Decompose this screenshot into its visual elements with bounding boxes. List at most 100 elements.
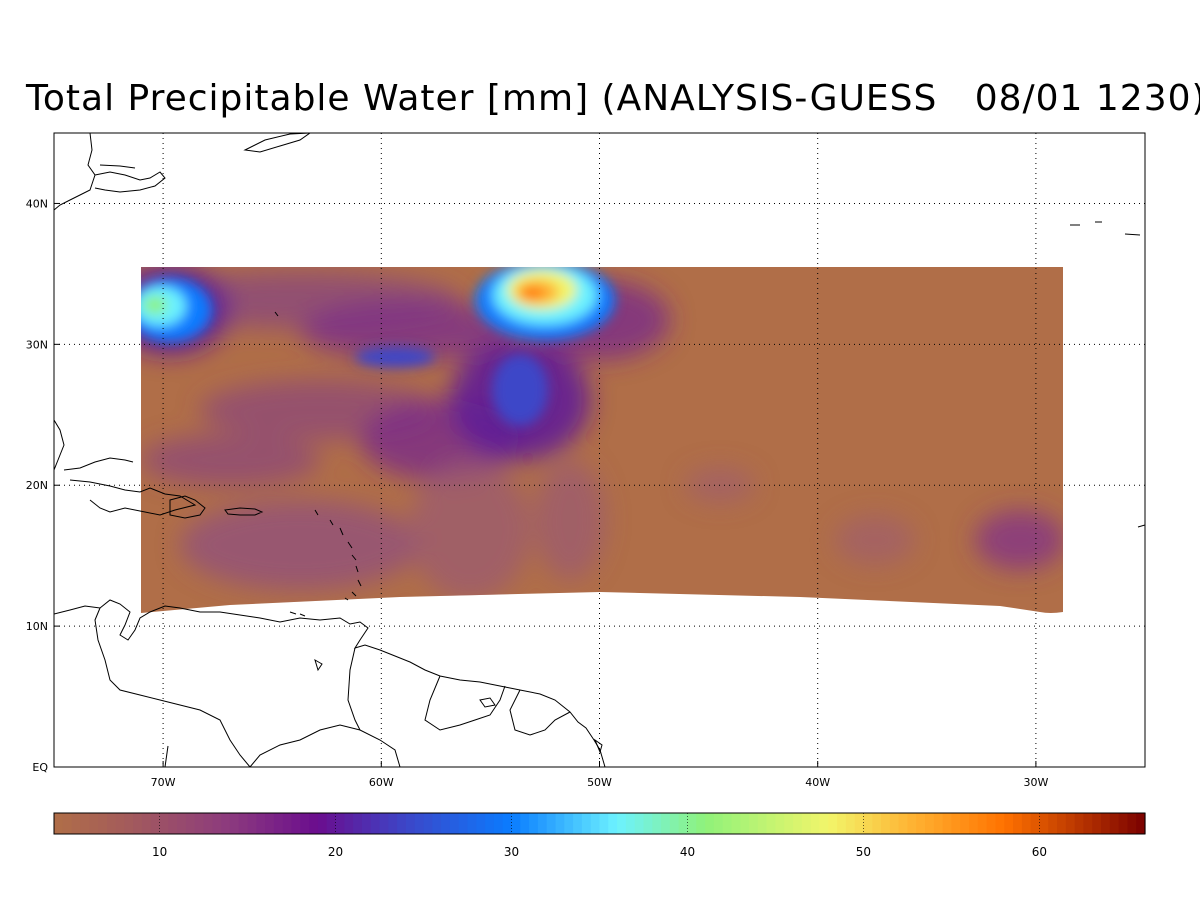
colorbar-segment xyxy=(273,813,284,834)
colorbar-segment xyxy=(705,813,715,834)
lon-tick-label: 40W xyxy=(805,776,830,789)
lon-tick-label: 60W xyxy=(369,776,394,789)
colorbar-tick-label: 10 xyxy=(152,845,167,859)
colorbar-segment xyxy=(863,813,873,834)
colorbar-segment xyxy=(643,813,653,834)
colorbar-segment xyxy=(1030,813,1041,834)
colorbar-segment xyxy=(133,813,143,834)
colorbar-segment xyxy=(969,813,979,834)
colorbar-segment xyxy=(537,813,548,834)
colorbar-segment xyxy=(520,813,530,834)
colorbar-segment xyxy=(1013,813,1023,834)
colorbar-segment xyxy=(881,813,891,834)
colorbar-segment xyxy=(159,813,169,834)
colorbar-segment xyxy=(1109,813,1120,834)
lat-tick-label: 30N xyxy=(26,338,48,351)
colorbar-segment xyxy=(1101,813,1111,834)
colorbar-segment xyxy=(1127,813,1137,834)
colorbar-segment xyxy=(168,813,178,834)
colorbar-segment xyxy=(757,813,768,834)
colorbar-segment xyxy=(1057,813,1067,834)
colorbar-segment xyxy=(1048,813,1058,834)
map-title: Total Precipitable Water [mm] (ANALYSIS-… xyxy=(26,78,1200,119)
colorbar-segment xyxy=(1065,813,1076,834)
colorbar-segment xyxy=(185,813,196,834)
colorbar-segment xyxy=(960,813,970,834)
colorbar-segment xyxy=(397,813,407,834)
colorbar-segment xyxy=(599,813,609,834)
colorbar-segment xyxy=(713,813,724,834)
colorbar-segment xyxy=(423,813,433,834)
colorbar-segment xyxy=(889,813,900,834)
colorbar-segment xyxy=(687,813,697,834)
colorbar-labels: 10 20 30 40 50 60 xyxy=(152,813,1047,859)
colorbar-segment xyxy=(256,813,266,834)
colorbar-segment xyxy=(837,813,847,834)
colorbar-segment xyxy=(97,813,108,834)
colorbar-segment xyxy=(546,813,557,834)
gridlines xyxy=(54,133,1145,768)
longitude-axis: 70W 60W 50W 40W 30W xyxy=(151,776,1049,789)
colorbar-segment xyxy=(1021,813,1032,834)
colorbar-segment xyxy=(344,813,354,834)
colorbar-segment xyxy=(634,813,645,834)
colorbar-segment xyxy=(722,813,733,834)
coastlines xyxy=(54,133,1145,767)
colorbar-segment xyxy=(590,813,601,834)
colorbar-segment xyxy=(511,813,521,834)
colorbar-tick-label: 50 xyxy=(856,845,871,859)
colorbar-segment xyxy=(581,813,592,834)
colorbar-segment xyxy=(740,813,750,834)
colorbar-tick-label: 20 xyxy=(328,845,343,859)
colorbar-segment xyxy=(977,813,988,834)
colorbar-segment xyxy=(229,813,240,834)
colorbar-segment xyxy=(1083,813,1093,834)
colorbar-tick-label: 60 xyxy=(1032,845,1047,859)
colorbar-segment xyxy=(247,813,257,834)
colorbar-segment xyxy=(458,813,469,834)
colorbar-segment xyxy=(1074,813,1085,834)
colorbar-segment xyxy=(986,813,997,834)
colorbar-segment xyxy=(194,813,205,834)
colorbar-segment xyxy=(898,813,909,834)
lon-tick-label: 30W xyxy=(1023,776,1048,789)
colorbar-segment xyxy=(141,813,152,834)
colorbar-segment xyxy=(828,813,838,834)
colorbar-segment xyxy=(54,813,64,834)
colorbar-segment xyxy=(749,813,759,834)
lat-tick-label: 40N xyxy=(26,197,48,210)
colorbar-segment xyxy=(819,813,829,834)
lat-tick-label: 10N xyxy=(26,620,48,633)
colorbar-segment xyxy=(326,813,337,834)
colorbar-segment xyxy=(71,813,81,834)
colorbar-segment xyxy=(291,813,301,834)
colorbar-segment xyxy=(1004,813,1014,834)
colorbar-segment xyxy=(801,813,812,834)
colorbar-segment xyxy=(432,813,442,834)
colorbar-segment xyxy=(845,813,856,834)
colorbar-segment xyxy=(608,813,618,834)
colorbar-segment xyxy=(933,813,944,834)
colorbar-segment xyxy=(951,813,961,834)
colorbar-segment xyxy=(669,813,680,834)
colorbar-segment xyxy=(995,813,1005,834)
colorbar-segment xyxy=(212,813,222,834)
colorbar-tick-label: 40 xyxy=(680,845,695,859)
colorbar-segment xyxy=(564,813,574,834)
colorbar-segment xyxy=(476,813,486,834)
colorbar-segment xyxy=(177,813,187,834)
colorbar-segment xyxy=(300,813,310,834)
colorbar-segment xyxy=(317,813,328,834)
colorbar-segment xyxy=(80,813,90,834)
colorbar-segment xyxy=(555,813,565,834)
colorbar-segment xyxy=(1092,813,1102,834)
colorbar-segment xyxy=(353,813,363,834)
colorbar-segment xyxy=(573,813,583,834)
colorbar-segment xyxy=(916,813,926,834)
colorbar-segment xyxy=(810,813,821,834)
colorbar-segment xyxy=(282,813,293,834)
colorbar-segment xyxy=(942,813,953,834)
colorbar-frame xyxy=(53,812,1146,835)
colorbar-segment xyxy=(467,813,477,834)
